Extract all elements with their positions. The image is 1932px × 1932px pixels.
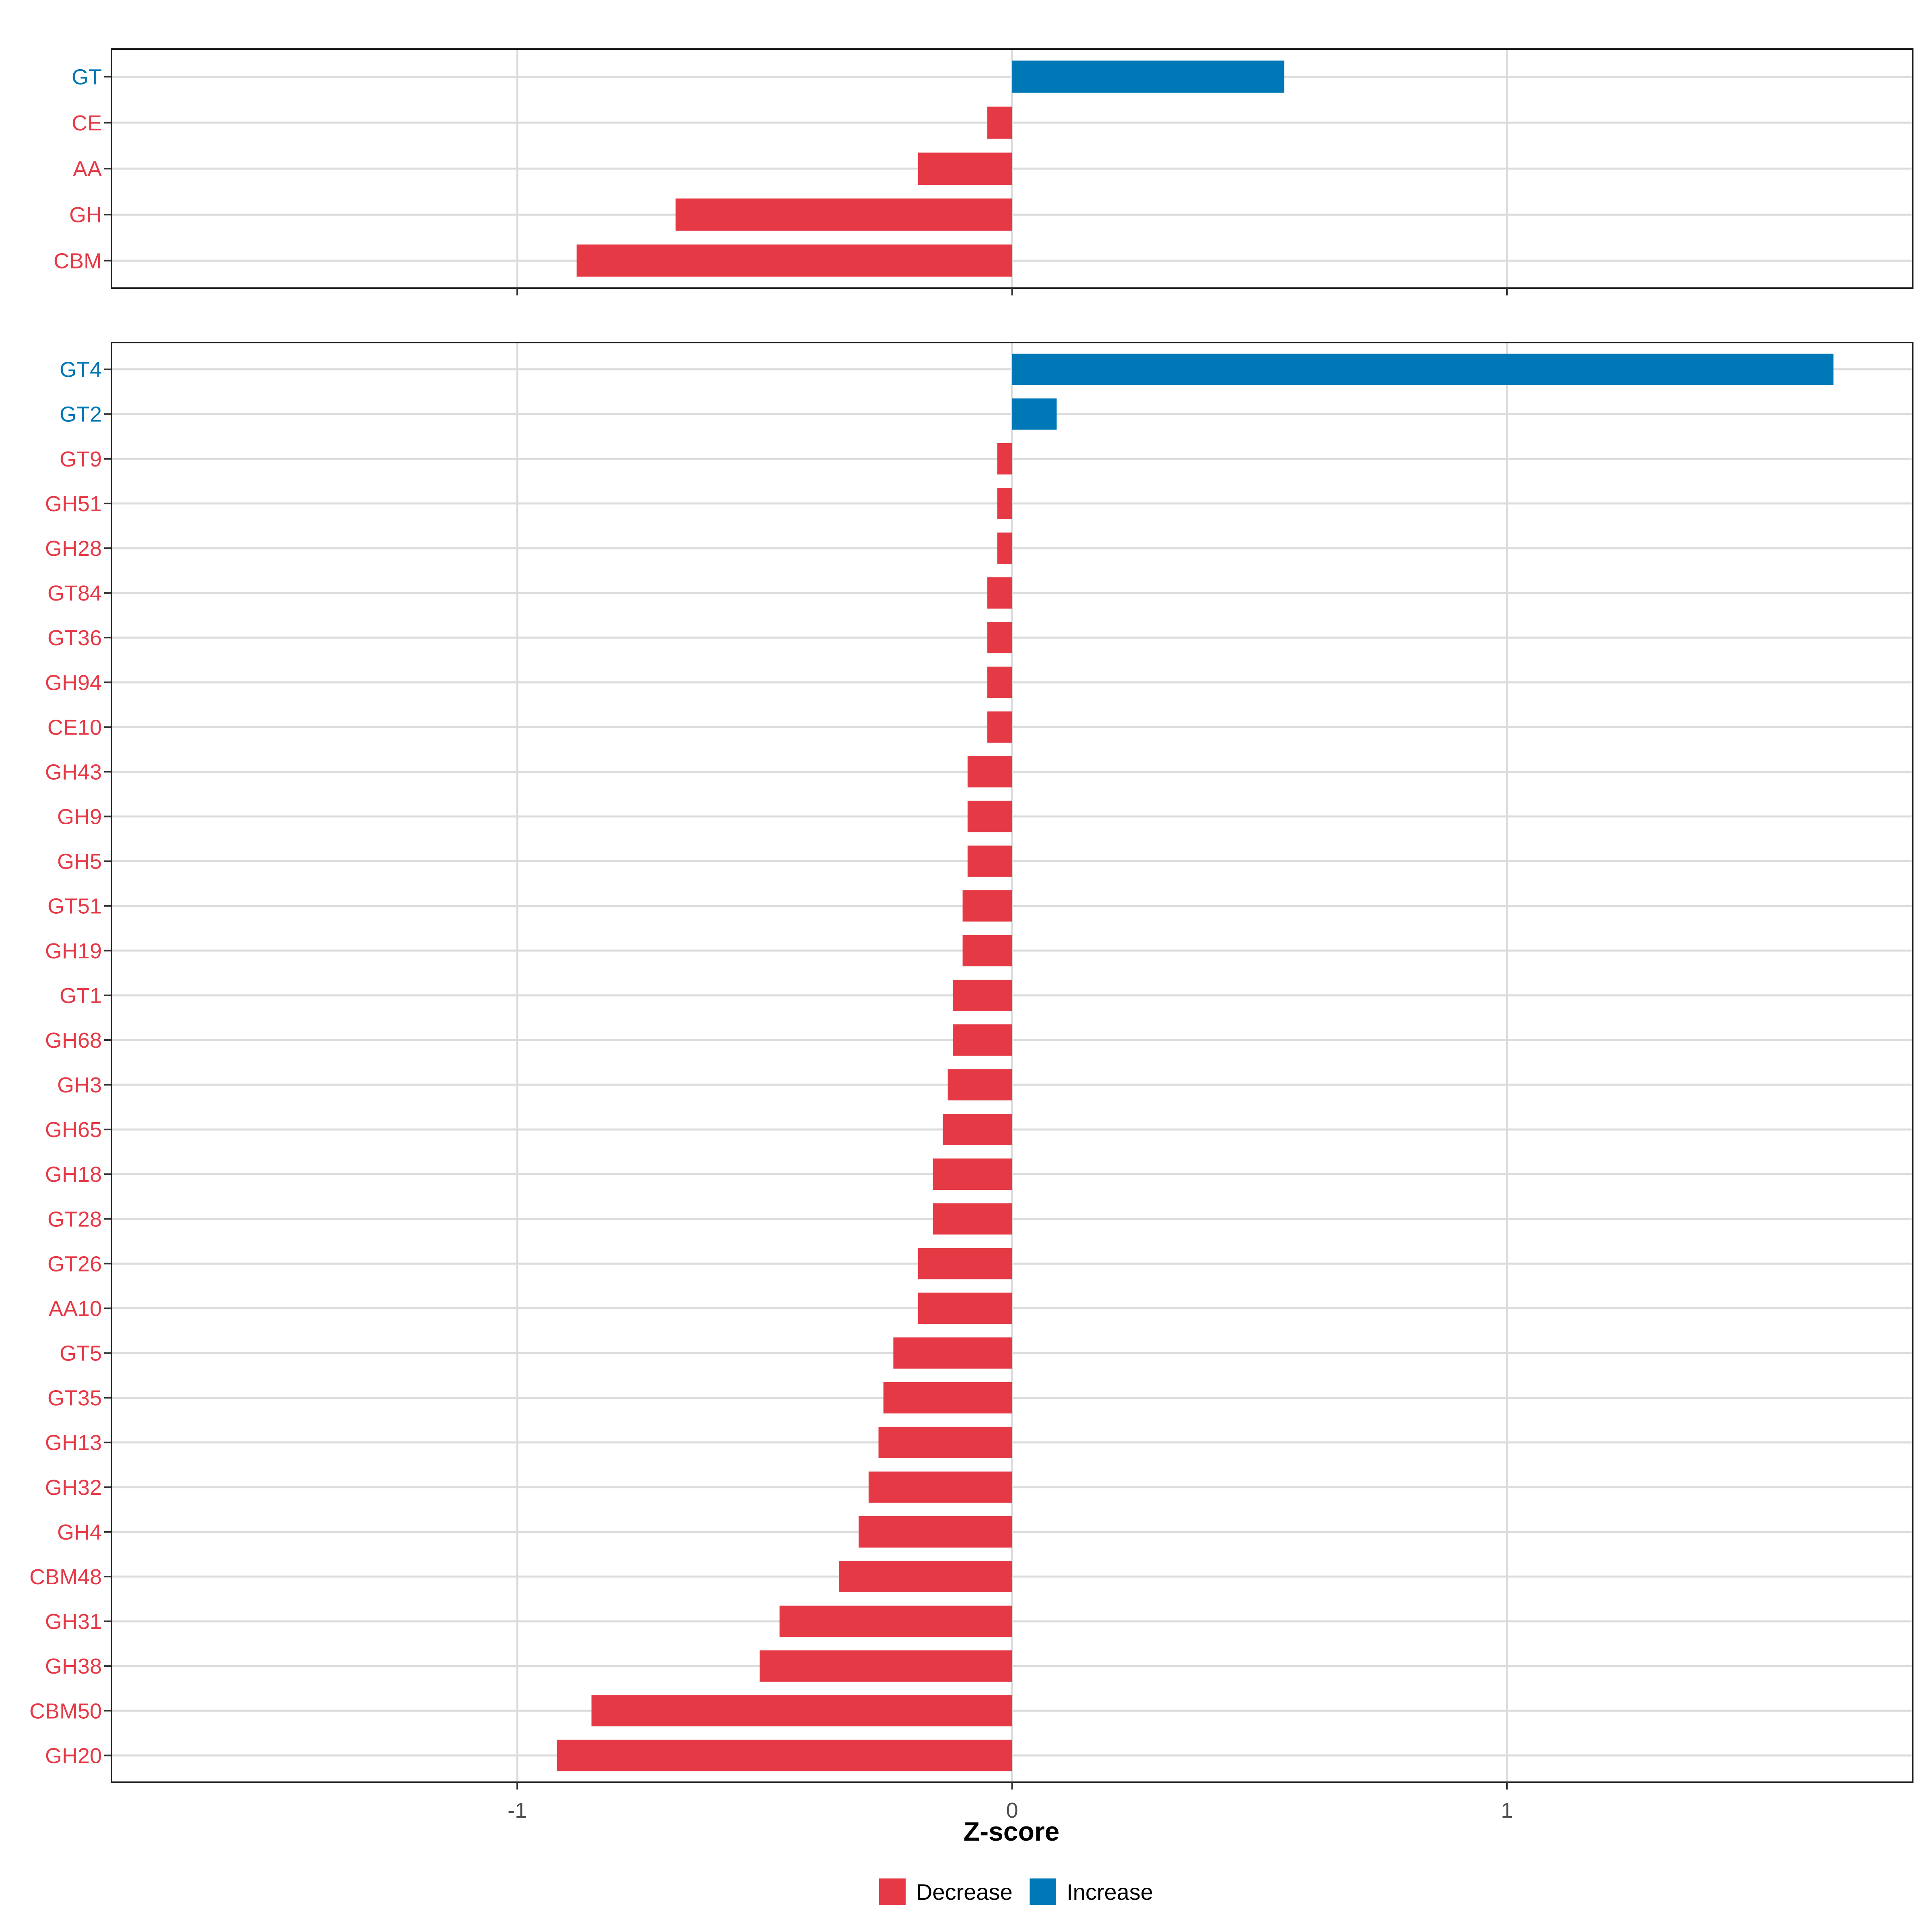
category-label-gh28: GH28 [45, 537, 102, 561]
category-label-ce10: CE10 [47, 715, 102, 739]
bar-aa [918, 153, 1012, 185]
bar-gh28 [997, 533, 1012, 564]
bar-gh32 [868, 1471, 1012, 1503]
bar-gh [675, 198, 1012, 231]
category-label-aa: AA [73, 157, 102, 181]
x-tick-label: -1 [508, 1798, 527, 1823]
bar-gt28 [933, 1203, 1012, 1235]
bar-gh9 [967, 801, 1012, 832]
category-label-gh38: GH38 [45, 1654, 102, 1678]
bar-gt9 [997, 443, 1012, 475]
category-label-gh31: GH31 [45, 1610, 102, 1634]
category-label-gh94: GH94 [45, 671, 102, 695]
bar-aa10 [918, 1292, 1012, 1324]
bar-gh43 [967, 756, 1012, 788]
category-label-gh43: GH43 [45, 760, 102, 784]
category-label-gh9: GH9 [57, 805, 102, 829]
bar-gt84 [987, 577, 1012, 609]
category-label-gt35: GT35 [47, 1386, 102, 1410]
category-label-gt84: GT84 [47, 581, 102, 605]
legend-label-decrease: Decrease [916, 1879, 1013, 1905]
legend-swatch-decrease [879, 1878, 906, 1905]
category-label-gh68: GH68 [45, 1028, 102, 1053]
category-label-gh4: GH4 [57, 1520, 102, 1544]
x-tick-label: 0 [1006, 1798, 1018, 1823]
category-label-gh5: GH5 [57, 850, 102, 874]
bar-gh68 [952, 1024, 1012, 1056]
panel-family: GT CE AA GH CBM [54, 48, 1913, 295]
bar-ce10 [987, 711, 1012, 743]
bar-gt26 [918, 1248, 1012, 1280]
bar-gh19 [962, 935, 1012, 966]
bar-cbm [576, 244, 1012, 277]
category-label-gh32: GH32 [45, 1476, 102, 1500]
x-axis: -1 0 1 [508, 1798, 1513, 1823]
category-label-gt26: GT26 [47, 1252, 102, 1276]
bar-gt1 [952, 979, 1012, 1011]
category-label-gh: GH [69, 203, 102, 227]
bar-gh38 [760, 1650, 1012, 1682]
legend-label-increase: Increase [1067, 1879, 1153, 1905]
category-label-gt51: GT51 [47, 894, 102, 919]
category-label-gh3: GH3 [57, 1073, 102, 1097]
category-label-gt2: GT2 [60, 402, 102, 427]
bar-gh13 [878, 1426, 1012, 1458]
category-label-gt9: GT9 [60, 447, 102, 471]
category-label-gh65: GH65 [45, 1118, 102, 1142]
category-label-gt5: GT5 [60, 1342, 102, 1366]
bar-ce [987, 106, 1012, 139]
bar-gt4 [1012, 353, 1834, 385]
bar-cbm48 [839, 1561, 1012, 1592]
bar-gh3 [947, 1069, 1012, 1100]
bar-gt36 [987, 622, 1012, 654]
bar-gt5 [893, 1337, 1012, 1369]
category-label-gt4: GT4 [60, 358, 102, 382]
x-tick-label: 1 [1501, 1798, 1513, 1823]
bar-cbm50 [591, 1695, 1012, 1727]
bar-gt51 [962, 890, 1012, 922]
category-label-aa10: AA10 [49, 1296, 102, 1321]
category-label-gh18: GH18 [45, 1162, 102, 1187]
category-label-gh20: GH20 [45, 1744, 102, 1768]
category-label-gt: GT [72, 65, 102, 89]
category-label-cbm50: CBM50 [29, 1699, 102, 1723]
category-label-gt1: GT1 [60, 984, 102, 1008]
category-label-cbm: CBM [54, 249, 102, 273]
category-label-gh13: GH13 [45, 1431, 102, 1455]
x-axis-title: Z-score [964, 1816, 1059, 1846]
bar-gh4 [859, 1516, 1012, 1548]
bar-gh51 [997, 488, 1012, 519]
category-label-gh19: GH19 [45, 939, 102, 963]
bar-gh18 [933, 1158, 1012, 1190]
bar-gt [1012, 60, 1284, 93]
category-label-gh51: GH51 [45, 492, 102, 516]
category-label-ce: CE [72, 111, 102, 135]
panel-subfamily: GT4 GT2 GT9 GH51 GH28 GT84 GT36 GH94 CE10 GH43 GH9… [29, 342, 1913, 1790]
category-label-gt36: GT36 [47, 626, 102, 650]
category-label-gt28: GT28 [47, 1207, 102, 1231]
bar-gt35 [883, 1382, 1012, 1414]
bar-gh94 [987, 667, 1012, 698]
bar-gh20 [557, 1740, 1012, 1771]
legend: Decrease Increase [879, 1878, 1153, 1905]
bar-gh65 [943, 1114, 1012, 1146]
bar-gh31 [779, 1606, 1012, 1637]
legend-swatch-increase [1030, 1878, 1056, 1905]
bar-gt2 [1012, 398, 1057, 430]
bar-gh5 [967, 845, 1012, 877]
category-label-cbm48: CBM48 [29, 1565, 102, 1589]
